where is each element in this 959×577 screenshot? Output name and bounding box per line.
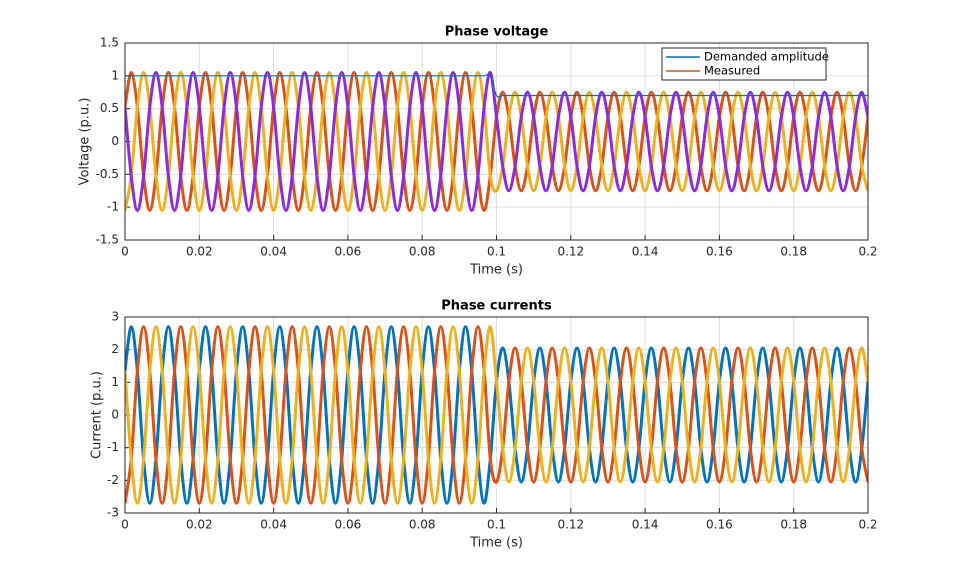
- legend-label: Demanded amplitude: [704, 50, 829, 64]
- x-tick-label: 0.02: [186, 518, 213, 532]
- y-tick-label: -1: [107, 440, 119, 454]
- x-tick-label: 0.02: [186, 245, 213, 259]
- y-tick-label: 1.5: [100, 36, 119, 50]
- y-tick-label: 0: [111, 408, 119, 422]
- y-axis-label: Current (p.u.): [90, 371, 105, 459]
- y-tick-label: -3: [107, 506, 119, 520]
- y-tick-label: 1: [111, 68, 119, 82]
- y-axis-label: Voltage (p.u.): [78, 98, 93, 186]
- x-tick-label: 0.2: [858, 518, 877, 532]
- y-tick-label: -1: [107, 200, 119, 214]
- x-tick-label: 0.12: [557, 518, 584, 532]
- data-line: [125, 71, 868, 212]
- x-tick-label: 0.08: [409, 518, 436, 532]
- y-tick-label: 2: [111, 342, 119, 356]
- x-tick-label: 0.06: [335, 245, 362, 259]
- y-tick-label: 1: [111, 375, 119, 389]
- x-tick-label: 0.18: [780, 518, 807, 532]
- x-tick-label: 0.14: [632, 245, 659, 259]
- x-tick-label: 0.14: [632, 518, 659, 532]
- x-tick-label: 0.06: [335, 518, 362, 532]
- x-tick-label: 0.08: [409, 245, 436, 259]
- data-line: [125, 73, 868, 98]
- y-tick-label: 3: [111, 310, 119, 324]
- y-tick-label: 0.5: [100, 101, 119, 115]
- x-tick-label: 0.04: [260, 518, 287, 532]
- axes-box: [124, 316, 869, 514]
- x-tick-label: 0: [121, 518, 129, 532]
- legend-label: Measured: [704, 64, 760, 78]
- data-line: [125, 325, 868, 505]
- y-tick-label: -0.5: [96, 167, 119, 181]
- series-group: [125, 71, 868, 212]
- x-axis-label: Time (s): [469, 536, 523, 551]
- y-tick-label: -2: [107, 473, 119, 487]
- x-tick-label: 0.1: [487, 245, 506, 259]
- x-tick-label: 0.16: [706, 518, 733, 532]
- chart-title: Phase currents: [441, 299, 552, 314]
- legend-box: [661, 47, 827, 81]
- y-tick-label: 0: [111, 134, 119, 148]
- x-tick-label: 0.16: [706, 245, 733, 259]
- x-tick-label: 0.2: [858, 245, 877, 259]
- axes-box: [124, 42, 869, 241]
- chart-title: Phase voltage: [445, 25, 549, 40]
- x-axis-label: Time (s): [469, 263, 523, 278]
- y-tick-label: -1.5: [96, 233, 119, 247]
- axes: 0 0.02 0.04 0.06 0.08 0.1 0.12 0.14 0.16 0.18 0.2 -…: [90, 299, 878, 551]
- x-tick-label: 0.12: [557, 245, 584, 259]
- data-line: [125, 71, 868, 212]
- x-tick-label: 0.18: [780, 245, 807, 259]
- axes: 0 0.02 0.04 0.06 0.08 0.1 0.12 0.14 0.16 0.18 0.2 -…: [78, 25, 878, 278]
- series-group: [125, 325, 868, 505]
- x-tick-label: 0: [121, 245, 129, 259]
- data-line: [125, 325, 868, 505]
- x-tick-label: 0.04: [260, 245, 287, 259]
- x-tick-label: 0.1: [487, 518, 506, 532]
